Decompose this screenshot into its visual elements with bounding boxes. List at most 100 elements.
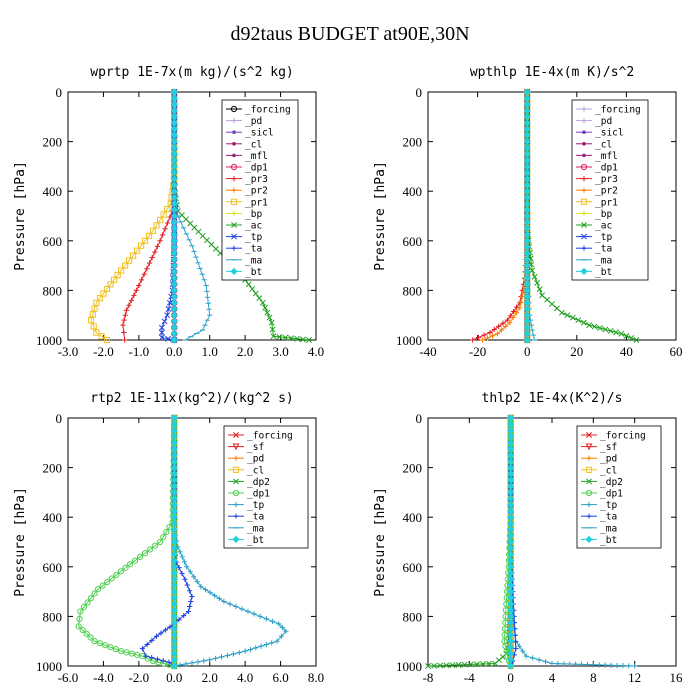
series-point	[276, 621, 282, 627]
legend-label: _bt	[595, 267, 612, 278]
x-tick-label: 4.0	[237, 670, 253, 685]
legend-marker	[231, 245, 237, 251]
legend-label: _ma	[245, 255, 262, 266]
series-point	[498, 327, 505, 333]
series-point	[107, 281, 114, 288]
series-point	[122, 564, 129, 571]
x-tick-label: 2.0	[202, 670, 218, 685]
legend-label: _dp1	[600, 489, 623, 500]
legend-label: _tp	[247, 500, 264, 511]
y-axis-label: Pressure [hPa]	[13, 487, 28, 597]
x-tick-label: 60	[670, 344, 683, 359]
y-tick-label: 200	[43, 135, 63, 150]
legend-label: _ta	[247, 512, 264, 523]
x-tick-label: 0.0	[166, 344, 182, 359]
series-point	[157, 538, 164, 546]
series-point	[504, 317, 510, 323]
legend-label: _pd	[595, 116, 612, 127]
panel-thlp2: thlp2 1E-4x(K^2)/s Pressure [hPa] -8 -4 0 4 8 1…	[373, 391, 683, 685]
legend-label: _bt	[600, 535, 617, 546]
series-point	[131, 292, 137, 298]
y-tick-label: 600	[403, 234, 423, 249]
series-point	[161, 318, 168, 325]
x-tick-label: 4	[549, 670, 556, 685]
series-point	[534, 280, 541, 286]
series-point	[87, 634, 94, 641]
x-tick-label: 40	[620, 344, 633, 359]
series-point	[227, 601, 233, 607]
y-tick-label: 600	[43, 234, 63, 249]
x-tick-label: -1.0	[129, 344, 150, 359]
panel-title: wprtp 1E-7x(m kg)/(s^2 kg)	[90, 65, 294, 80]
y-axis-label: Pressure [hPa]	[373, 487, 388, 597]
y-tick-label: 400	[403, 184, 423, 199]
legend: _forcing_pd_sicl_cl_mfl_dp1_pr3_pr2_pr1_…	[571, 99, 649, 281]
series-point	[542, 659, 549, 665]
series-point	[87, 317, 95, 324]
legend-marker	[581, 106, 587, 112]
plot-frame	[67, 417, 317, 667]
series-point	[118, 267, 125, 274]
series-pr2	[479, 89, 530, 343]
series-point	[114, 272, 121, 279]
series-point	[112, 646, 119, 653]
series-point	[170, 317, 178, 326]
legend-marker	[231, 233, 237, 240]
series-point	[517, 305, 523, 311]
x-tick-label: 2.0	[237, 344, 253, 359]
series-point	[489, 333, 496, 339]
series-point	[162, 226, 168, 232]
series-point	[253, 645, 259, 651]
series-point	[512, 639, 519, 645]
x-tick-label: -20	[469, 344, 486, 359]
series-point	[117, 568, 124, 575]
x-tick-label: 16	[670, 670, 684, 685]
y-axis-label: Pressure [hPa]	[373, 161, 388, 271]
legend-label: _tp	[595, 232, 612, 243]
series-point	[128, 297, 135, 303]
series-point	[195, 659, 201, 665]
legend-label: _pr3	[245, 174, 268, 185]
series-point	[149, 655, 155, 661]
series-point	[263, 641, 269, 648]
series-point	[99, 582, 106, 589]
y-tick-label: 0	[56, 85, 63, 100]
series-point	[84, 599, 91, 606]
legend-label: _dp1	[245, 163, 268, 174]
legend-label: _cl	[247, 465, 264, 476]
series-point	[133, 247, 141, 254]
series-point	[503, 323, 509, 329]
series-point	[536, 286, 543, 293]
legend-label: _forcing	[245, 105, 291, 116]
series-point	[461, 661, 468, 668]
series-point	[181, 612, 187, 619]
series-point	[510, 315, 516, 321]
series-point	[189, 660, 195, 666]
series-point	[104, 578, 111, 586]
y-tick-label: 800	[43, 609, 63, 624]
series-point	[160, 533, 167, 541]
series-point	[187, 588, 193, 594]
series-point	[257, 613, 263, 619]
series-point	[103, 285, 111, 293]
series-point	[256, 295, 263, 302]
series-point	[484, 335, 491, 341]
series-point	[620, 663, 626, 669]
series-point	[144, 266, 150, 272]
series-point	[564, 312, 571, 319]
legend-marker	[231, 210, 237, 216]
series-point	[608, 662, 614, 668]
series-point	[141, 271, 147, 277]
legend-label: _pd	[600, 454, 617, 465]
series-point	[607, 327, 614, 334]
series-point	[122, 262, 129, 269]
series-point	[177, 549, 183, 555]
legend-marker	[233, 502, 239, 508]
series-point	[93, 329, 100, 336]
series-point	[198, 584, 204, 590]
y-tick-label: 200	[43, 461, 63, 476]
y-tick-label: 800	[43, 283, 63, 298]
series-point	[549, 660, 555, 667]
x-tick-label: 3.0	[272, 344, 288, 359]
legend-marker	[585, 489, 593, 497]
